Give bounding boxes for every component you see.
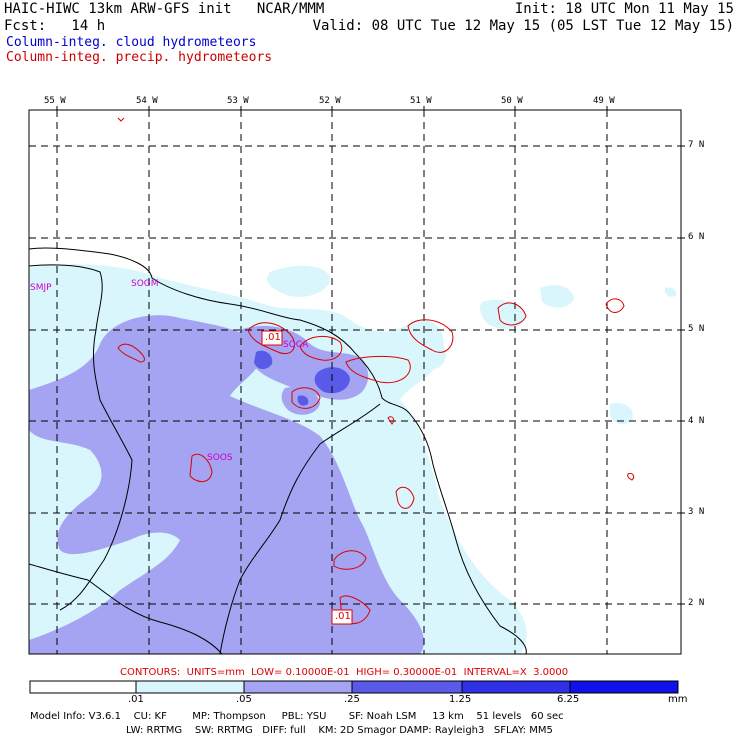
colorbar-bin-5: [461, 680, 571, 694]
lat-label-2n: 2 N: [688, 598, 705, 608]
station-sogm: SOGM: [131, 279, 159, 289]
border-suriname-guiana: [219, 403, 381, 654]
coastline: [29, 247, 527, 654]
plot-title: HAIC-HIWC 13km ARW-GFS init NCAR/MMM: [4, 1, 325, 17]
station-soos: SOOS: [207, 453, 233, 463]
colorbar-units: mm: [668, 694, 688, 705]
lat-label-6n: 6 N: [688, 232, 705, 242]
colorbar-tick: .01: [128, 694, 144, 705]
contour-info: CONTOURS: UNITS=mm LOW= 0.10000E-01 HIGH…: [120, 667, 569, 678]
lat-label-3n: 3 N: [688, 507, 705, 517]
coastlines-borders: [29, 247, 527, 654]
contour-label-boxes: [261, 330, 353, 625]
lon-label-55w: 55 W: [44, 96, 66, 106]
contour-label: .01: [265, 332, 281, 343]
colorbar-bin-4: [351, 680, 463, 694]
station-soca: SOCA: [283, 340, 309, 350]
contour-label: .01: [335, 611, 351, 622]
colorbar-tick: .05: [236, 694, 252, 705]
colorbar-bin-2: [135, 680, 245, 694]
forecast-hour: Fcst: 14 h: [4, 18, 106, 34]
map-frame: [28, 109, 682, 655]
init-time: Init: 18 UTC Mon 11 May 15: [514, 1, 734, 17]
lon-label-54w: 54 W: [136, 96, 158, 106]
lat-lon-grid: [29, 110, 681, 654]
colorbar-tick: 1.25: [449, 694, 472, 705]
lat-label-7n: 7 N: [688, 140, 705, 150]
model-info-line2: LW: RRTMG SW: RRTMG DIFF: full KM: 2D Sm…: [126, 725, 553, 736]
model-info-line1: Model Info: V3.6.1 CU: KF MP: Thompson P…: [30, 711, 564, 722]
field-cloud-label: Column-integ. cloud hydrometeors: [6, 35, 257, 50]
lat-label-5n: 5 N: [688, 324, 705, 334]
field-precip-label: Column-integ. precip. hydrometeors: [6, 50, 273, 65]
lon-label-51w: 51 W: [410, 96, 432, 106]
valid-time: Valid: 08 UTC Tue 12 May 15 (05 LST Tue …: [312, 18, 734, 34]
lon-label-53w: 53 W: [227, 96, 249, 106]
colorbar-tick: .25: [344, 694, 360, 705]
lat-label-4n: 4 N: [688, 416, 705, 426]
colorbar-bin-1: [29, 680, 137, 694]
station-smjp: SMJP: [30, 283, 52, 293]
colorbar-tick: 6.25: [557, 694, 580, 705]
colorbar-bin-6: [569, 680, 679, 694]
border-south: [29, 563, 223, 654]
cloud-shading: [29, 264, 677, 654]
lon-label-49w: 49 W: [593, 96, 615, 106]
colorbar-bin-3: [243, 680, 353, 694]
lon-label-52w: 52 W: [319, 96, 341, 106]
frame-ticks: [56, 106, 685, 605]
border-guyana-suriname: [29, 264, 133, 611]
lon-label-50w: 50 W: [501, 96, 523, 106]
precip-contours: [117, 117, 635, 625]
